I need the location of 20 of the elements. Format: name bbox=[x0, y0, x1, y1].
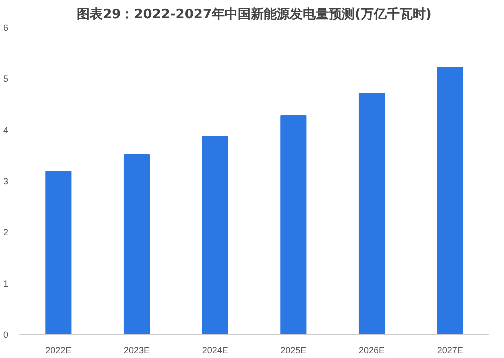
y-tick-label: 4 bbox=[3, 125, 9, 136]
x-tick-label: 2026E bbox=[358, 346, 386, 356]
bar bbox=[437, 67, 464, 334]
bar bbox=[280, 116, 307, 334]
bar bbox=[46, 171, 72, 334]
x-tick-label: 2025E bbox=[280, 346, 307, 356]
y-tick-label: 0 bbox=[3, 330, 9, 340]
chart-title: 图表29：2022-2027年中国新能源发电量预测(万亿千瓦时) bbox=[77, 6, 432, 22]
x-tick-label: 2023E bbox=[124, 346, 150, 356]
bar bbox=[124, 154, 150, 334]
y-tick-label: 3 bbox=[3, 176, 9, 186]
y-tick-label: 5 bbox=[3, 74, 9, 84]
bar bbox=[202, 136, 228, 334]
x-tick-label: 2027E bbox=[437, 346, 464, 356]
x-tick-label: 2024E bbox=[202, 346, 228, 356]
y-tick-label: 6 bbox=[3, 23, 9, 33]
bar bbox=[358, 93, 386, 334]
y-tick-label: 2 bbox=[3, 228, 9, 238]
y-tick-label: 1 bbox=[3, 278, 9, 289]
x-tick-label: 2022E bbox=[46, 346, 72, 356]
